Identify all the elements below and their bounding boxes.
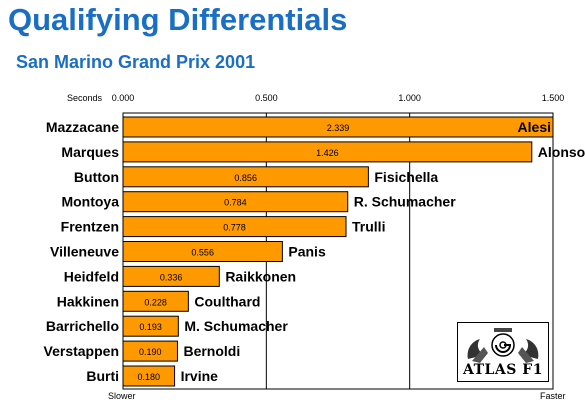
bar-row: 0.228 Hakkinen Coulthard <box>57 290 260 312</box>
bar <box>122 365 176 387</box>
bar <box>122 315 179 337</box>
faster-driver-label: Bernoldi <box>183 343 240 359</box>
bar-value-label: 0.784 <box>224 198 247 208</box>
slower-label: Slower <box>108 391 136 400</box>
faster-driver-label: Coulthard <box>194 293 260 309</box>
bar <box>122 166 369 188</box>
bar-row: 1.426 Marques Alonso <box>61 141 585 163</box>
slower-driver-label: Mazzacane <box>46 119 119 135</box>
bar <box>122 265 220 287</box>
bar-value-label: 0.228 <box>144 297 167 307</box>
faster-driver-label: M. Schumacher <box>184 318 288 334</box>
faster-driver-label: Trulli <box>352 219 385 235</box>
faster-label: Faster <box>540 391 566 400</box>
bar <box>122 241 283 262</box>
slower-driver-label: Barrichello <box>46 318 119 334</box>
bar-value-label: 0.778 <box>223 223 246 233</box>
faster-driver-label: Raikkonen <box>225 268 296 284</box>
x-tick-label: 0.000 <box>112 93 135 103</box>
x-tick-label: 1.000 <box>398 93 421 103</box>
atlas-f1-logo: ATLAS F1 <box>457 322 549 382</box>
bar-row: 0.784 Montoya R. Schumacher <box>61 191 456 213</box>
slower-driver-label: Montoya <box>61 194 119 210</box>
slower-driver-label: Heidfeld <box>64 268 119 284</box>
bar-row: 0.190 Verstappen Bernoldi <box>44 340 240 362</box>
slower-driver-label: Verstappen <box>44 343 119 359</box>
bar-value-label: 2.339 <box>327 123 350 133</box>
slower-driver-label: Frentzen <box>61 219 119 235</box>
slower-driver-label: Villeneuve <box>50 244 119 260</box>
bar <box>122 191 349 213</box>
logo-text: ATLAS F1 <box>463 362 543 378</box>
bar <box>122 216 347 238</box>
bar <box>122 290 189 312</box>
bar <box>122 141 533 163</box>
faster-driver-label: Panis <box>288 244 326 260</box>
slower-driver-label: Marques <box>61 144 119 160</box>
slower-driver-label: Button <box>74 169 119 185</box>
bar-row: 0.336 Heidfeld Raikkonen <box>64 265 296 287</box>
bar-row: 0.556 Villeneuve Panis <box>50 241 326 262</box>
bar-value-label: 0.336 <box>160 272 183 282</box>
slower-driver-label: Hakkinen <box>57 293 119 309</box>
bar-row: 2.339 Mazzacane Alesi <box>46 116 554 138</box>
chart-title: Qualifying Differentials <box>8 2 348 37</box>
faster-driver-label: Alesi <box>518 119 551 135</box>
bar <box>122 340 178 362</box>
faster-driver-label: Alonso <box>538 144 585 160</box>
bar-value-label: 0.193 <box>139 322 162 332</box>
crest-icon <box>467 328 539 363</box>
bar-value-label: 0.856 <box>234 173 257 183</box>
bar-value-label: 0.190 <box>139 347 162 357</box>
x-tick-label: 0.500 <box>255 93 278 103</box>
bar-rows: 2.339 Mazzacane Alesi 1.426 Marques Alonso 0.8… <box>44 116 585 387</box>
axis-unit-label: Seconds <box>67 93 103 103</box>
bar-value-label: 1.426 <box>316 148 339 158</box>
bar-value-label: 0.180 <box>138 372 161 382</box>
faster-driver-label: Irvine <box>181 368 219 384</box>
bar-row: 0.856 Button Fisichella <box>74 166 438 188</box>
bar-row: 0.193 Barrichello M. Schumacher <box>46 315 288 337</box>
chart-subtitle: San Marino Grand Prix 2001 <box>16 52 256 72</box>
faster-driver-label: Fisichella <box>374 169 438 185</box>
faster-driver-label: R. Schumacher <box>354 194 456 210</box>
bar-value-label: 0.556 <box>191 248 214 258</box>
bar <box>122 116 554 138</box>
x-tick-label: 1.500 <box>542 93 565 103</box>
x-axis-ticks: 0.000 0.500 1.000 1.500 <box>112 93 565 103</box>
slower-driver-label: Burti <box>86 368 119 384</box>
bar-row: 0.180 Burti Irvine <box>86 365 219 387</box>
bar-row: 0.778 Frentzen Trulli <box>61 216 385 238</box>
